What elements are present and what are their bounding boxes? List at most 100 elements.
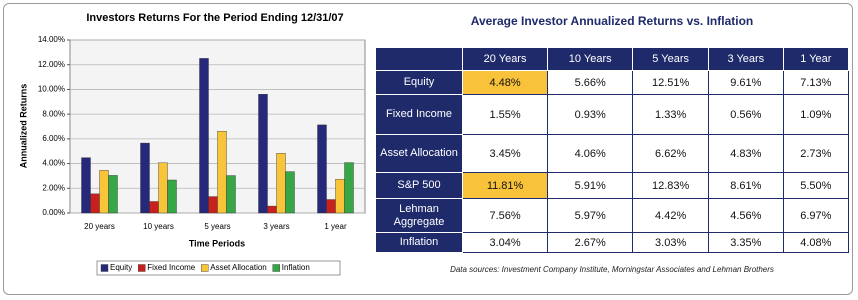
column-header: 5 Years (632, 47, 709, 71)
bar (267, 205, 277, 214)
column-header: 10 Years (547, 47, 634, 71)
bar (217, 130, 227, 214)
row-label: Asset Allocation (375, 134, 463, 173)
value-cell: 6.97% (782, 198, 850, 233)
column-header: 1 Year (782, 47, 850, 71)
row-label: Inflation (375, 232, 463, 253)
value-cell: 4.08% (782, 232, 850, 253)
legend-label: Equity (110, 263, 132, 272)
bar (276, 153, 286, 214)
bar (158, 162, 168, 214)
y-tick-label: 12.00% (38, 60, 65, 69)
y-tick-label: 8.00% (42, 109, 65, 118)
frame (3, 3, 853, 295)
value-cell: 11.81% (461, 172, 549, 199)
chart-title: Investors Returns For the Period Ending … (86, 12, 343, 24)
value-cell: 7.13% (782, 70, 850, 95)
value-cell: 6.62% (632, 134, 709, 173)
legend-label: Asset Allocation (210, 263, 266, 272)
x-tick-label: 10 years (143, 222, 174, 231)
corner-cell (375, 47, 463, 71)
value-cell: 4.83% (708, 134, 784, 173)
value-cell: 3.03% (632, 232, 709, 253)
table-row: Equity 4.48% 5.66% 12.51% 9.61% 7.13% (375, 70, 850, 95)
table-row: Lehman Aggregate 7.56% 5.97% 4.42% 4.56% 6.97… (375, 198, 850, 233)
value-cell: 3.35% (708, 232, 784, 253)
value-cell: 1.33% (632, 94, 709, 135)
legend-swatch (272, 264, 280, 272)
legend-swatch (138, 264, 146, 272)
value-cell: 5.66% (547, 70, 634, 95)
bar (344, 162, 354, 214)
legend-label: Fixed Income (147, 263, 196, 272)
value-cell: 3.45% (461, 134, 549, 173)
value-cell: 0.56% (708, 94, 784, 135)
column-header: 20 Years (461, 47, 549, 71)
x-tick-label: 1 year (324, 222, 347, 231)
y-tick-label: 4.00% (42, 159, 65, 168)
bar (149, 201, 159, 214)
row-label: Equity (375, 70, 463, 95)
value-cell: 7.56% (461, 198, 549, 233)
table-row: Inflation 3.04% 2.67% 3.03% 3.35% 4.08% (375, 232, 850, 253)
y-tick-label: 2.00% (42, 183, 65, 192)
value-cell: 9.61% (708, 70, 784, 95)
row-label: Lehman Aggregate (375, 198, 463, 233)
returns-table: 20 Years 10 Years 5 Years 3 Years 1 Year Equi… (375, 47, 850, 253)
value-cell: 5.50% (782, 172, 850, 199)
bar (335, 179, 345, 214)
value-cell: 2.73% (782, 134, 850, 173)
value-cell: 12.51% (632, 70, 709, 95)
value-cell: 4.42% (632, 198, 709, 233)
table-row: S&P 500 11.81% 5.91% 12.83% 8.61% 5.50% (375, 172, 850, 199)
y-axis-label: Annualized Returns (18, 84, 28, 169)
row-label: S&P 500 (375, 172, 463, 199)
bar (199, 58, 209, 214)
bar (90, 193, 100, 214)
value-cell: 4.56% (708, 198, 784, 233)
y-tick-label: 6.00% (42, 134, 65, 143)
row-label: Fixed Income (375, 94, 463, 135)
bar (167, 179, 177, 214)
x-tick-label: 5 years (204, 222, 230, 231)
chart: Investors Returns For the Period Ending … (18, 12, 366, 276)
source-note: Data sources: Investment Company Institu… (450, 265, 774, 274)
bar (81, 157, 91, 214)
bar (258, 94, 268, 214)
legend-swatch (100, 264, 109, 272)
value-cell: 1.55% (461, 94, 549, 135)
bar (285, 171, 295, 214)
x-tick-label: 20 years (84, 222, 115, 231)
value-cell: 12.83% (632, 172, 709, 199)
y-tick-label: 14.00% (38, 35, 65, 44)
value-cell: 4.48% (461, 70, 549, 95)
value-cell: 0.93% (547, 94, 634, 135)
bar (317, 124, 327, 214)
legend-label: Inflation (282, 263, 310, 272)
value-cell: 1.09% (782, 94, 850, 135)
x-tick-label: 3 years (263, 222, 289, 231)
x-axis-label: Time Periods (189, 238, 245, 248)
header-row: 20 Years 10 Years 5 Years 3 Years 1 Year (375, 47, 850, 71)
bar (208, 196, 218, 214)
value-cell: 3.04% (461, 232, 549, 253)
bar (99, 170, 109, 214)
bar (108, 175, 118, 214)
y-tick-label: 0.00% (42, 208, 65, 217)
value-cell: 8.61% (708, 172, 784, 199)
value-cell: 5.91% (547, 172, 634, 199)
bar (140, 142, 150, 214)
y-tick-label: 10.00% (38, 85, 65, 94)
value-cell: 4.06% (547, 134, 634, 173)
table-title: Average Investor Annualized Returns vs. … (470, 14, 754, 28)
table-row: Fixed Income 1.55% 0.93% 1.33% 0.56% 1.09% (375, 94, 850, 135)
value-cell: 2.67% (547, 232, 634, 253)
legend: Equity Fixed Income Asset Allocation Inflat… (96, 260, 341, 276)
bar (226, 175, 236, 214)
table-row: Asset Allocation 3.45% 4.06% 6.62% 4.83% 2.73… (375, 134, 850, 173)
legend-swatch (201, 264, 209, 272)
value-cell: 5.97% (547, 198, 634, 233)
bar (326, 199, 336, 214)
column-header: 3 Years (708, 47, 784, 71)
